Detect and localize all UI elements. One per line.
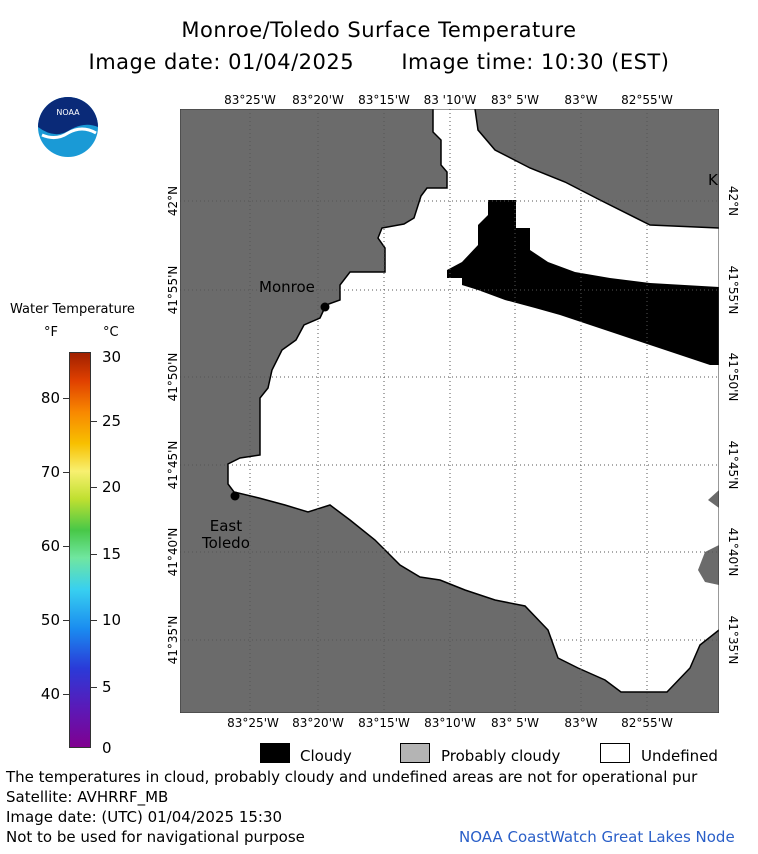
lat-label-left: 41°55'N [166, 265, 180, 315]
place-label-edge: K [708, 171, 718, 189]
legend-unit-c: °C [103, 325, 119, 340]
lon-label-bottom: 83° 5'W [491, 716, 539, 730]
east-toledo-marker [230, 491, 240, 501]
lat-label-right: 41°45'N [726, 440, 740, 490]
footer-utc-date: Image date: (UTC) 01/04/2025 15:30 [6, 808, 283, 826]
lon-label-top: 83°25'W [224, 93, 276, 107]
lon-label-bottom: 82°55'W [621, 716, 673, 730]
logo-text: NOAA [56, 108, 80, 117]
land-east-edge [698, 545, 719, 585]
legend-c-tick: 10 [102, 611, 122, 629]
lat-label-left: 41°35'N [166, 615, 180, 665]
legend-c-tick: 0 [102, 739, 112, 757]
place-label-east-toledo: East Toledo [202, 517, 250, 552]
lat-label-right: 41°35'N [726, 615, 740, 665]
legend-f-tick: 80 [40, 389, 60, 407]
lon-label-bottom: 83°W [564, 716, 598, 730]
legend-f-tick: 70 [40, 463, 60, 481]
lon-label-bottom: 83°10'W [424, 716, 476, 730]
lat-label-left: 41°45'N [166, 440, 180, 490]
footer-credit: NOAA CoastWatch Great Lakes Node [459, 828, 735, 846]
image-datetime: Image date: 01/04/2025 Image time: 10:30… [0, 50, 758, 74]
place-label-monroe: Monroe [259, 278, 315, 296]
key-label-probably-cloudy: Probably cloudy [441, 747, 561, 765]
image-date: Image date: 01/04/2025 [88, 50, 355, 74]
land-east-edge [708, 490, 719, 508]
lon-label-bottom: 83°15'W [358, 716, 410, 730]
footer-note: The temperatures in cloud, probably clou… [6, 768, 698, 786]
legend-c-tick: 20 [102, 478, 122, 496]
key-swatch-probably-cloudy [400, 743, 430, 763]
legend-f-tick: 60 [40, 537, 60, 555]
key-swatch-cloudy [260, 743, 290, 763]
lon-label-top: 83° 5'W [491, 93, 539, 107]
image-time: Image time: 10:30 (EST) [401, 50, 670, 74]
lat-label-right: 42°N [726, 185, 740, 217]
lon-label-top: 83°15'W [358, 93, 410, 107]
page-title: Monroe/Toledo Surface Temperature [181, 18, 577, 42]
legend-f-tick: 50 [40, 611, 60, 629]
land-northeast [475, 109, 719, 228]
land-west [180, 109, 719, 713]
lat-label-right: 41°55'N [726, 265, 740, 315]
lon-label-top: 82°55'W [621, 93, 673, 107]
graticule [180, 109, 719, 713]
legend-c-tick: 5 [102, 678, 112, 696]
monroe-marker [320, 302, 330, 312]
noaa-logo: NOAA [38, 97, 98, 157]
lon-label-bottom: 83°20'W [292, 716, 344, 730]
lon-label-top: 83°20'W [292, 93, 344, 107]
lat-label-right: 41°50'N [726, 352, 740, 402]
legend-c-tick: 25 [102, 412, 122, 430]
legend-title: Water Temperature [10, 302, 135, 317]
lon-label-bottom: 83°25'W [227, 716, 279, 730]
temperature-colorbar [69, 352, 91, 748]
lon-label-top: 83 '10'W [423, 93, 477, 107]
lat-label-right: 41°40'N [726, 527, 740, 577]
legend-unit-f: °F [44, 325, 58, 340]
key-label-undefined: Undefined [641, 747, 718, 765]
lon-label-top: 83°W [564, 93, 598, 107]
key-swatch-undefined [600, 743, 630, 763]
legend-c-tick: 15 [102, 545, 122, 563]
key-label-cloudy: Cloudy [300, 747, 352, 765]
footer-satellite: Satellite: AVHRRF_MB [6, 788, 169, 806]
legend-c-tick: 30 [102, 348, 122, 366]
legend-f-tick: 40 [40, 685, 60, 703]
lat-label-left: 41°40'N [166, 527, 180, 577]
lat-label-left: 41°50'N [166, 352, 180, 402]
lat-label-left: 42°N [166, 185, 180, 217]
footer-warning: Not to be used for navigational purpose [6, 828, 305, 846]
temperature-map [180, 109, 719, 713]
